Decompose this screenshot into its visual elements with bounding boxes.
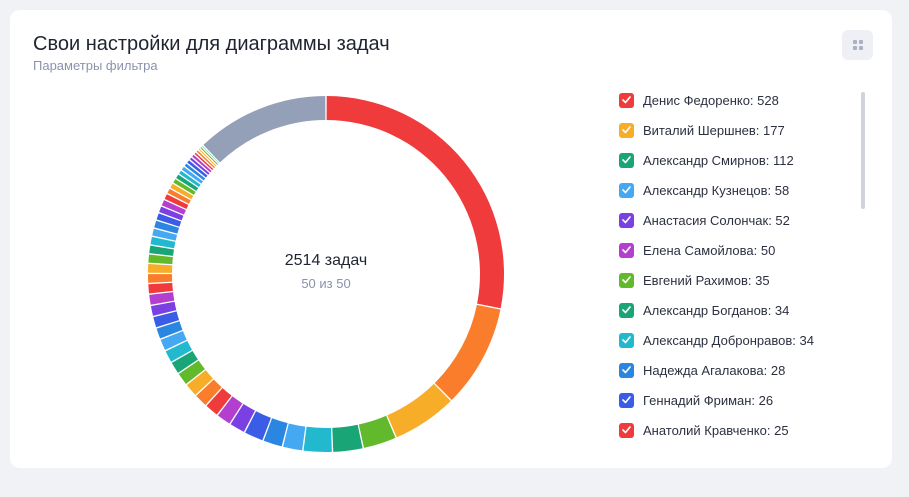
donut-segment[interactable] bbox=[152, 228, 178, 241]
chart-title: Свои настройки для диаграммы задач bbox=[33, 33, 390, 55]
legend-item[interactable]: Александр Смирнов: 112 bbox=[610, 145, 850, 175]
donut-segment[interactable] bbox=[170, 183, 194, 200]
donut-segment[interactable] bbox=[196, 379, 222, 405]
grid-menu-icon bbox=[852, 40, 863, 50]
donut-segment[interactable] bbox=[186, 370, 213, 395]
donut-segment[interactable] bbox=[173, 179, 196, 195]
legend-label: Евгений Рахимов: 35 bbox=[643, 272, 770, 288]
checkbox-icon[interactable] bbox=[619, 332, 634, 348]
donut-segment[interactable] bbox=[434, 304, 501, 400]
legend-label: Елена Самойлова: 50 bbox=[643, 242, 776, 258]
donut-segment[interactable] bbox=[245, 411, 271, 441]
donut-segment[interactable] bbox=[187, 160, 208, 178]
donut-segment[interactable] bbox=[165, 340, 192, 362]
checkbox-icon[interactable] bbox=[619, 212, 634, 228]
legend-scrollbar[interactable] bbox=[861, 92, 865, 209]
legend-item[interactable]: Надежда Агалакова: 28 bbox=[610, 355, 850, 385]
legend-item[interactable]: Елена Самойлова: 50 bbox=[610, 235, 850, 265]
legend-item[interactable]: Александр Кузнецов: 58 bbox=[610, 175, 850, 205]
checkbox-icon[interactable] bbox=[619, 302, 634, 318]
total-tasks-label: 2514 задач bbox=[284, 252, 368, 269]
donut-segment[interactable] bbox=[153, 311, 180, 328]
checkbox-icon[interactable] bbox=[619, 392, 634, 408]
donut-segment[interactable] bbox=[358, 415, 396, 448]
checkbox-icon[interactable] bbox=[619, 182, 634, 198]
donut-segment[interactable] bbox=[149, 245, 174, 256]
legend-item[interactable]: Евгений Рахимов: 35 bbox=[610, 265, 850, 295]
donut-segment[interactable] bbox=[148, 282, 173, 294]
donut-segment[interactable] bbox=[164, 194, 189, 209]
legend-label: Анастасия Солончак: 52 bbox=[643, 212, 790, 228]
filter-count-label: 50 из 50 bbox=[301, 276, 351, 291]
legend-label: Александр Добронравов: 34 bbox=[643, 332, 814, 348]
legend-item[interactable]: Анатолий Кравченко: 25 bbox=[610, 415, 850, 445]
legend-item[interactable]: Денис Федоренко: 528 bbox=[610, 85, 850, 115]
donut-segment[interactable] bbox=[184, 163, 206, 181]
filter-params-link[interactable]: Параметры фильтра bbox=[33, 58, 158, 73]
donut-segment[interactable] bbox=[326, 96, 504, 309]
donut-segment[interactable] bbox=[387, 383, 451, 438]
donut-segment[interactable] bbox=[167, 188, 191, 204]
donut-segment[interactable] bbox=[192, 154, 212, 173]
checkbox-icon[interactable] bbox=[619, 92, 634, 108]
donut-segment[interactable] bbox=[181, 166, 204, 184]
donut-segment[interactable] bbox=[217, 396, 243, 424]
legend-item[interactable]: Виталий Шершнев: 177 bbox=[610, 115, 850, 145]
legend-item[interactable]: Геннадий Фриман: 26 bbox=[610, 385, 850, 415]
donut-segment[interactable] bbox=[148, 254, 173, 265]
legend-label: Надежда Агалакова: 28 bbox=[643, 362, 786, 378]
donut-segment[interactable] bbox=[332, 424, 363, 452]
donut-segment[interactable] bbox=[230, 404, 255, 432]
donut-segment[interactable] bbox=[176, 174, 199, 191]
donut-segment[interactable] bbox=[149, 292, 175, 305]
donut-segment[interactable] bbox=[203, 96, 326, 163]
legend-label: Александр Богданов: 34 bbox=[643, 302, 790, 318]
legend-label: Виталий Шершнев: 177 bbox=[643, 122, 785, 138]
legend-item[interactable]: Александр Добронравов: 34 bbox=[610, 325, 850, 355]
donut-segment[interactable] bbox=[196, 150, 216, 169]
legend-label: Александр Кузнецов: 58 bbox=[643, 182, 790, 198]
donut-segment[interactable] bbox=[171, 350, 198, 373]
donut-segment[interactable] bbox=[159, 206, 184, 221]
donut-segment[interactable] bbox=[189, 157, 210, 175]
donut-segment[interactable] bbox=[200, 147, 218, 165]
legend-label: Денис Федоренко: 528 bbox=[643, 92, 779, 108]
donut-segment[interactable] bbox=[148, 263, 173, 273]
donut-segment[interactable] bbox=[150, 301, 177, 316]
donut-segment[interactable] bbox=[161, 200, 186, 215]
checkbox-icon[interactable] bbox=[619, 422, 634, 438]
donut-segment[interactable] bbox=[150, 236, 176, 249]
chart-menu-button[interactable] bbox=[842, 30, 873, 60]
checkbox-icon[interactable] bbox=[619, 152, 634, 168]
donut-segment[interactable] bbox=[263, 418, 288, 447]
donut-segment[interactable] bbox=[156, 213, 182, 227]
chart-legend: Денис Федоренко: 528 Виталий Шершнев: 177… bbox=[610, 85, 850, 445]
checkbox-icon[interactable] bbox=[619, 362, 634, 378]
donut-segment[interactable] bbox=[283, 423, 306, 451]
legend-item[interactable]: Александр Богданов: 34 bbox=[610, 295, 850, 325]
donut-segment[interactable] bbox=[202, 145, 220, 164]
donut-segment[interactable] bbox=[194, 152, 214, 171]
donut-segment[interactable] bbox=[156, 321, 183, 339]
legend-label: Анатолий Кравченко: 25 bbox=[643, 422, 789, 438]
donut-segment[interactable] bbox=[178, 360, 205, 384]
legend-label: Геннадий Фриман: 26 bbox=[643, 392, 774, 408]
checkbox-icon[interactable] bbox=[619, 272, 634, 288]
legend-item[interactable]: Анастасия Солончак: 52 bbox=[610, 205, 850, 235]
donut-segment[interactable] bbox=[154, 220, 180, 234]
checkbox-icon[interactable] bbox=[619, 122, 634, 138]
donut-segment[interactable] bbox=[148, 274, 173, 283]
donut-segment[interactable] bbox=[303, 426, 332, 452]
legend-label: Александр Смирнов: 112 bbox=[643, 152, 794, 168]
donut-segment[interactable] bbox=[179, 170, 201, 188]
donut-segment[interactable] bbox=[160, 330, 187, 351]
checkbox-icon[interactable] bbox=[619, 242, 634, 258]
donut-segment[interactable] bbox=[198, 148, 217, 167]
donut-segment[interactable] bbox=[206, 388, 232, 415]
